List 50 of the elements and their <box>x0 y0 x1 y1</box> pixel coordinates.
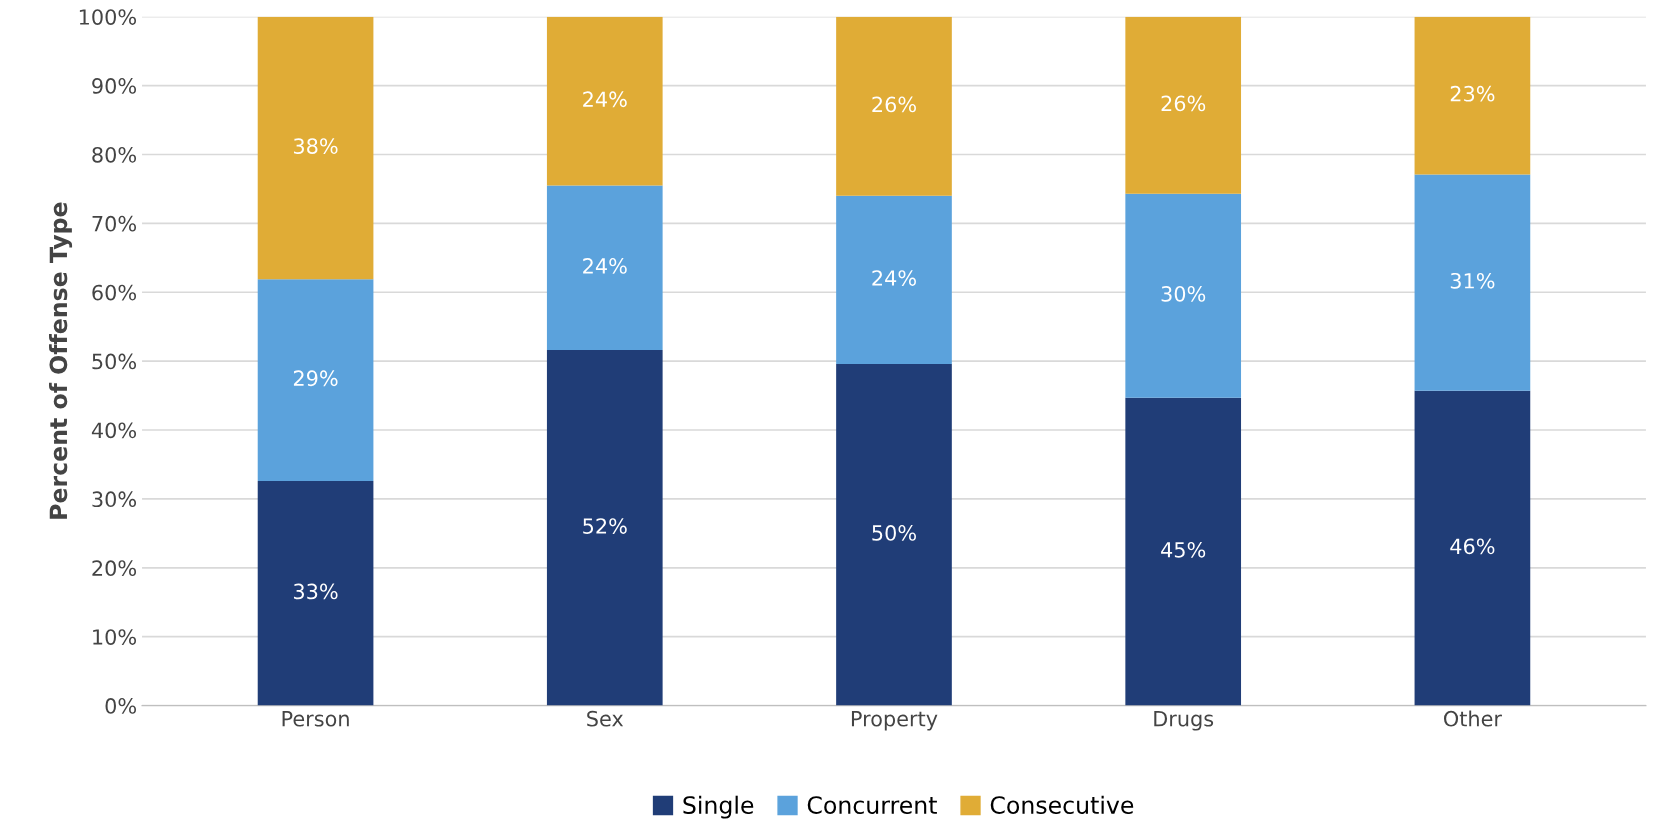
bar <box>1414 174 1531 391</box>
data-label: 24% <box>583 91 627 108</box>
data-label: 30% <box>1161 285 1206 302</box>
bar <box>836 363 952 706</box>
y-tick-label: 100% <box>79 9 137 25</box>
bar <box>1125 397 1242 706</box>
x-tick-label: Property <box>851 711 938 731</box>
x-tick-label: Person <box>282 711 349 727</box>
x-tick-label: Sex <box>587 710 624 727</box>
y-tick-label: 20% <box>92 560 137 577</box>
bar <box>836 16 952 196</box>
legend-label: Concurrent <box>807 796 937 814</box>
bar <box>1414 16 1531 175</box>
bar <box>1414 390 1531 706</box>
x-tick-label: Other <box>1444 710 1502 727</box>
y-tick-label: 90% <box>92 78 137 94</box>
bar <box>257 16 374 280</box>
data-label: 29% <box>293 370 338 387</box>
data-label: 38% <box>294 138 338 154</box>
bar <box>546 16 663 186</box>
bar <box>546 185 663 351</box>
legend-label: Consecutive <box>990 795 1134 814</box>
data-label: 24% <box>583 258 627 274</box>
bar <box>257 279 374 481</box>
data-label: 26% <box>872 96 916 113</box>
data-label: 31% <box>1450 272 1495 289</box>
y-tick-label: 50% <box>92 353 137 370</box>
bar <box>836 195 952 364</box>
data-label: 23% <box>1450 85 1495 102</box>
data-label: 24% <box>872 270 916 286</box>
data-label: 50% <box>872 525 916 541</box>
data-label: 45% <box>1161 541 1206 558</box>
y-tick-label: 0% <box>105 698 137 714</box>
y-axis-title: Percent of Offense Type <box>49 202 73 519</box>
y-tick-label: 60% <box>92 284 137 301</box>
bar <box>1125 193 1242 398</box>
bar <box>257 481 374 706</box>
y-tick-label: 80% <box>92 146 137 163</box>
bar <box>546 350 663 706</box>
y-tick-label: 40% <box>91 422 137 439</box>
y-tick-label: 30% <box>92 491 137 508</box>
y-tick-label: 10% <box>93 629 137 645</box>
x-tick-label: Drugs <box>1154 711 1214 731</box>
data-label: 26% <box>1161 95 1206 112</box>
data-label: 52% <box>583 518 627 534</box>
data-label: 46% <box>1450 538 1495 555</box>
data-label: 33% <box>294 583 338 600</box>
legend-label: Single <box>683 795 754 819</box>
y-tick-label: 70% <box>92 215 137 232</box>
bar <box>1125 16 1242 194</box>
